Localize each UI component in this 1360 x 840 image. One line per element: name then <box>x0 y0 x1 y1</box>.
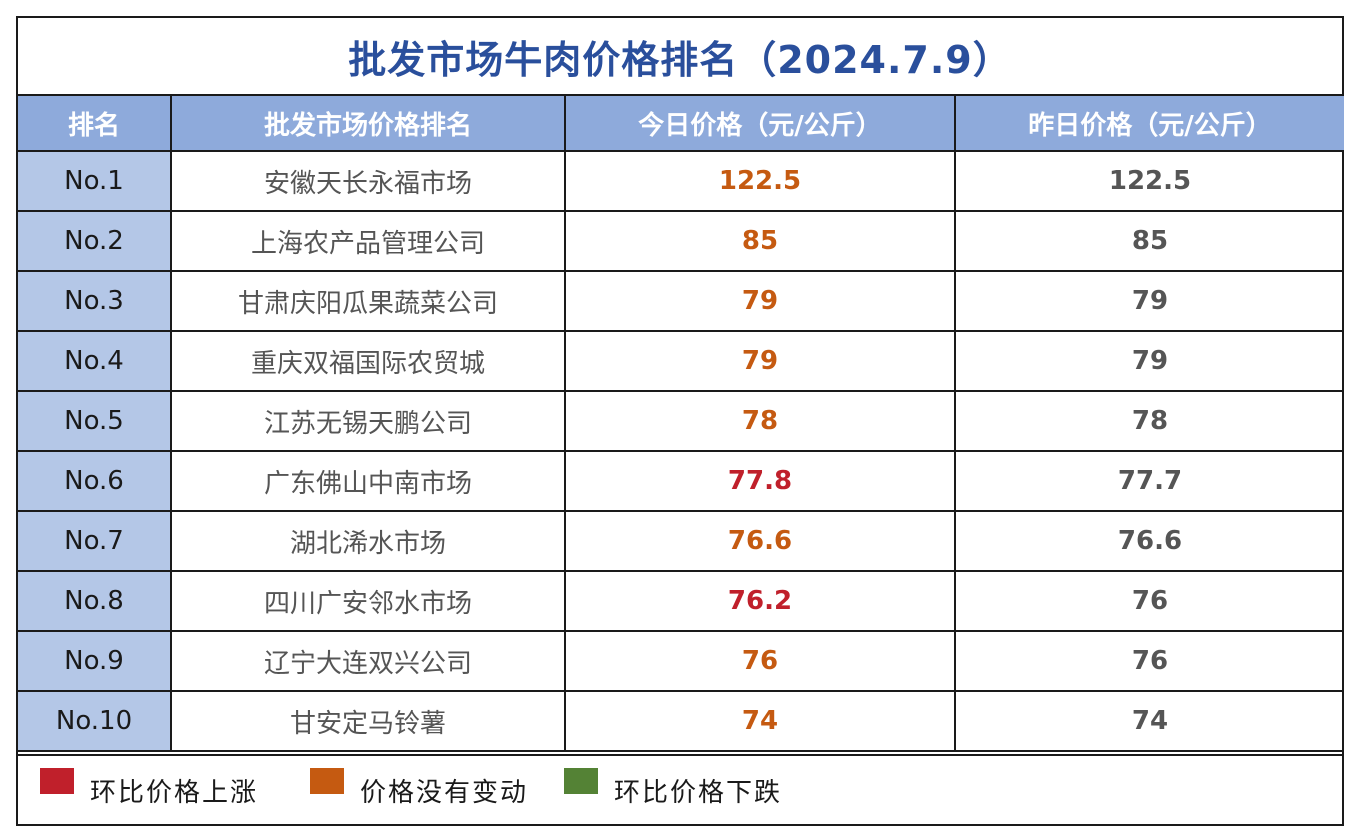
table-row: No.6 广东佛山中南市场 77.8 77.7 <box>18 450 1344 512</box>
yesterday-price-cell: 76 <box>954 630 1344 692</box>
today-price-cell: 76 <box>564 630 956 692</box>
today-price-cell: 122.5 <box>564 150 956 212</box>
market-name-cell: 辽宁大连双兴公司 <box>170 630 566 692</box>
market-name-cell: 甘安定马铃薯 <box>170 690 566 752</box>
today-price-cell: 74 <box>564 690 956 752</box>
legend-label-up: 环比价格上涨 <box>90 778 259 808</box>
yesterday-price-cell: 74 <box>954 690 1344 752</box>
yesterday-price-cell: 122.5 <box>954 150 1344 212</box>
today-price-cell: 85 <box>564 210 956 272</box>
table-row: No.1 安徽天长永福市场 122.5 122.5 <box>18 150 1344 212</box>
market-name-cell: 上海农产品管理公司 <box>170 210 566 272</box>
rank-cell: No.8 <box>18 570 172 632</box>
rank-cell: No.1 <box>18 150 172 212</box>
yesterday-price-cell: 77.7 <box>954 450 1344 512</box>
rank-cell: No.2 <box>18 210 172 272</box>
legend-item-down: 环比价格下跌 <box>564 768 782 809</box>
rank-cell: No.7 <box>18 510 172 572</box>
legend-item-flat: 价格没有变动 <box>310 768 528 809</box>
price-ranking-panel: 批发市场牛肉价格排名（2024.7.9） 排名 批发市场价格排名 今日价格（元/… <box>16 16 1344 826</box>
legend-swatch-flat <box>310 768 344 794</box>
table-row: No.10 甘安定马铃薯 74 74 <box>18 690 1344 752</box>
market-name-cell: 湖北浠水市场 <box>170 510 566 572</box>
header-rank: 排名 <box>18 94 172 152</box>
rank-cell: No.3 <box>18 270 172 332</box>
rank-cell: No.10 <box>18 690 172 752</box>
header-market: 批发市场价格排名 <box>170 94 566 152</box>
today-price-cell: 79 <box>564 270 956 332</box>
market-name-cell: 重庆双福国际农贸城 <box>170 330 566 392</box>
yesterday-price-cell: 85 <box>954 210 1344 272</box>
table-row: No.8 四川广安邻水市场 76.2 76 <box>18 570 1344 632</box>
today-price-cell: 76.2 <box>564 570 956 632</box>
legend-label-down: 环比价格下跌 <box>614 778 783 808</box>
market-name-cell: 江苏无锡天鹏公司 <box>170 390 566 452</box>
yesterday-price-cell: 76.6 <box>954 510 1344 572</box>
market-name-cell: 安徽天长永福市场 <box>170 150 566 212</box>
header-today-price: 今日价格（元/公斤） <box>564 94 956 152</box>
legend: 环比价格上涨 价格没有变动 环比价格下跌 <box>18 754 1342 826</box>
table-row: No.2 上海农产品管理公司 85 85 <box>18 210 1344 272</box>
yesterday-price-cell: 79 <box>954 270 1344 332</box>
table-row: No.7 湖北浠水市场 76.6 76.6 <box>18 510 1344 572</box>
rank-cell: No.6 <box>18 450 172 512</box>
header-yesterday-price: 昨日价格（元/公斤） <box>954 94 1344 152</box>
table-row: No.4 重庆双福国际农贸城 79 79 <box>18 330 1344 392</box>
page-title: 批发市场牛肉价格排名（2024.7.9） <box>348 37 1012 82</box>
table-row: No.5 江苏无锡天鹏公司 78 78 <box>18 390 1344 452</box>
rank-cell: No.9 <box>18 630 172 692</box>
market-name-cell: 甘肃庆阳瓜果蔬菜公司 <box>170 270 566 332</box>
yesterday-price-cell: 78 <box>954 390 1344 452</box>
market-name-cell: 广东佛山中南市场 <box>170 450 566 512</box>
today-price-cell: 78 <box>564 390 956 452</box>
yesterday-price-cell: 76 <box>954 570 1344 632</box>
yesterday-price-cell: 79 <box>954 330 1344 392</box>
legend-swatch-down <box>564 768 598 794</box>
today-price-cell: 79 <box>564 330 956 392</box>
table-row: No.3 甘肃庆阳瓜果蔬菜公司 79 79 <box>18 270 1344 332</box>
legend-item-up: 环比价格上涨 <box>40 768 258 809</box>
today-price-cell: 76.6 <box>564 510 956 572</box>
today-price-cell: 77.8 <box>564 450 956 512</box>
legend-swatch-up <box>40 768 74 794</box>
legend-label-flat: 价格没有变动 <box>360 778 529 808</box>
rank-cell: No.4 <box>18 330 172 392</box>
table-header-row: 排名 批发市场价格排名 今日价格（元/公斤） 昨日价格（元/公斤） <box>18 94 1344 152</box>
rank-cell: No.5 <box>18 390 172 452</box>
market-name-cell: 四川广安邻水市场 <box>170 570 566 632</box>
price-table: 排名 批发市场价格排名 今日价格（元/公斤） 昨日价格（元/公斤） No.1 安徽… <box>18 94 1344 752</box>
table-row: No.9 辽宁大连双兴公司 76 76 <box>18 630 1344 692</box>
